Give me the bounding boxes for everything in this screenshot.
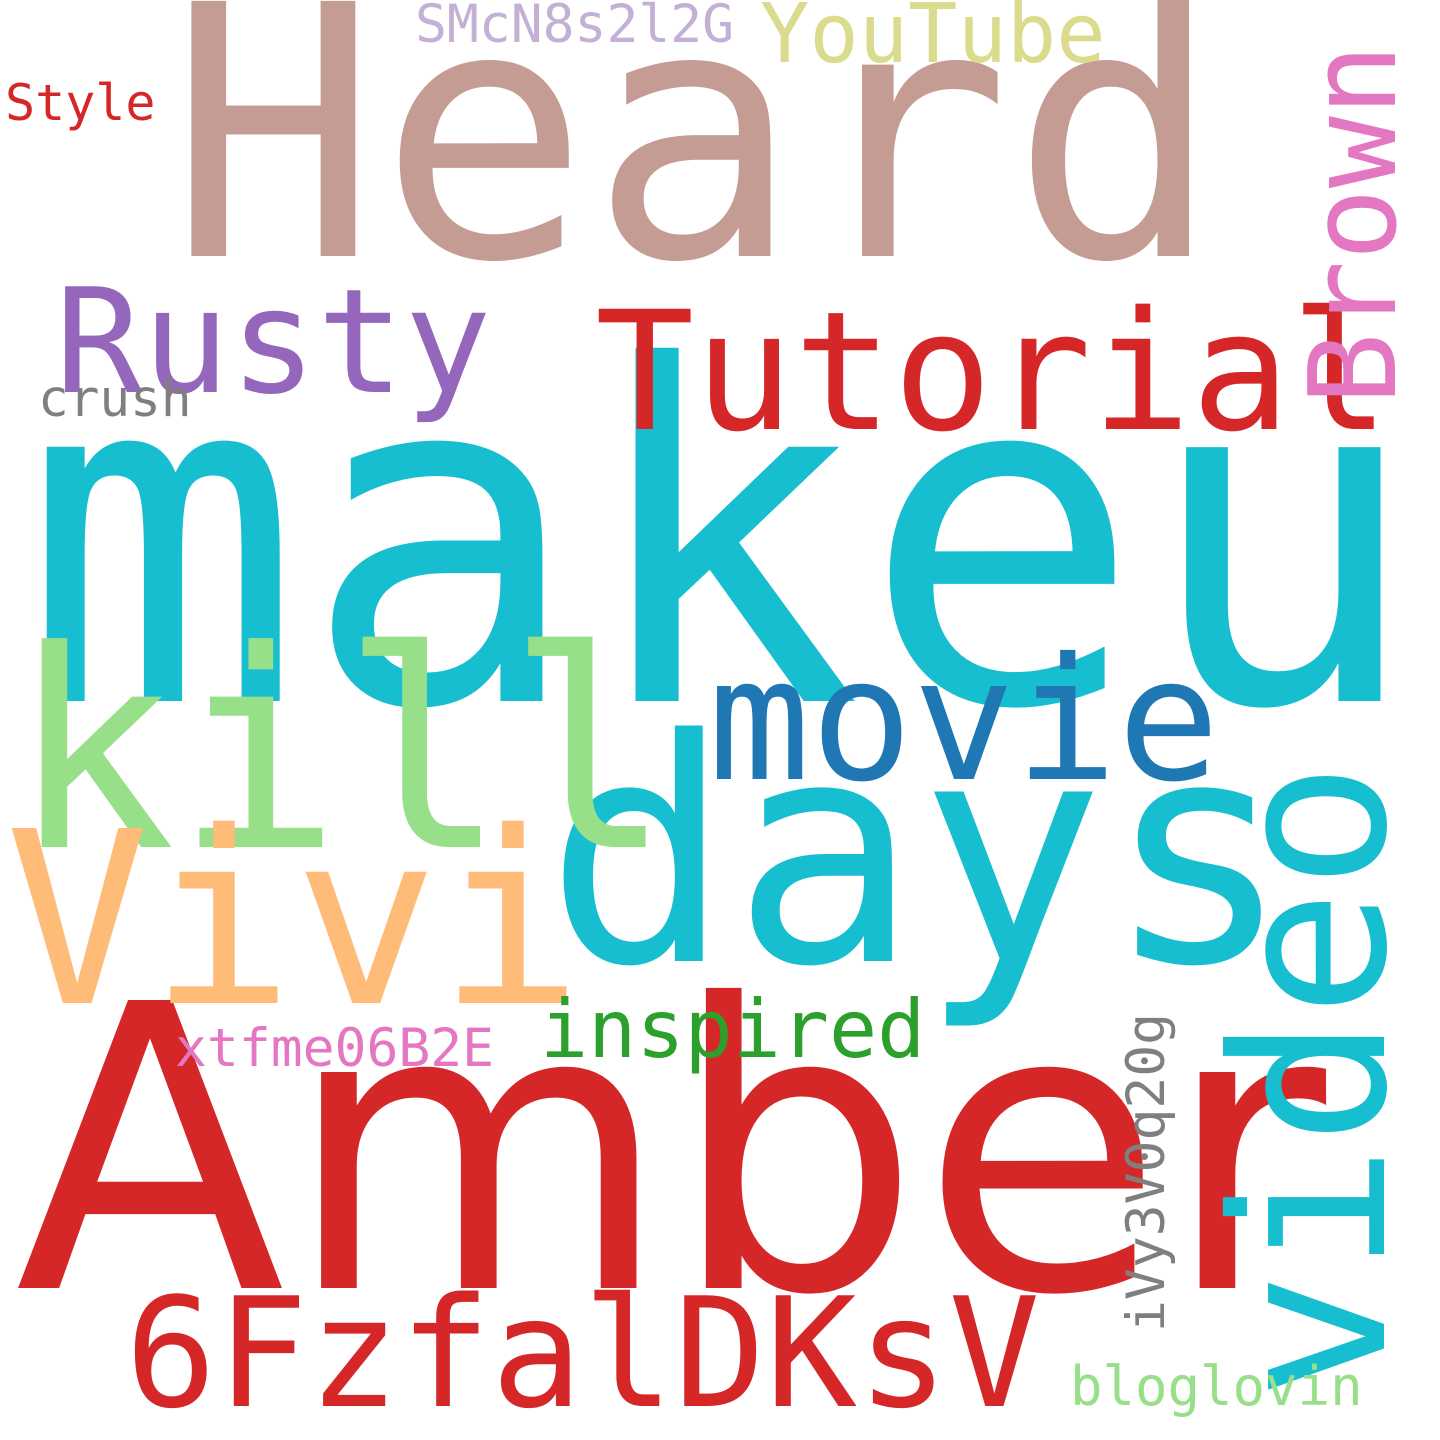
word-kill: kill [10,592,673,912]
word-crush: crush [38,370,192,429]
word-ivy3v0q20g: iVy3V0q20g [1116,1012,1177,1332]
word-video: video [1187,761,1434,1400]
word-rusty: Rusty [55,258,492,427]
word-smcn8s2l2g: SMcN8s2l2G [415,0,735,55]
word-vivi: Vivi [5,780,583,1060]
word-style: Style [5,74,156,132]
word-bloglovin: bloglovin [1070,1355,1363,1418]
word-amber: Amber [15,922,1327,1382]
word-inspired: inspired [540,983,926,1076]
word-heard: Heard [168,0,1222,339]
word-days: days [545,674,1292,1035]
word-xtfme06b2e: xtfme06B2E [175,1018,495,1079]
word-6fzfaldksv: 6FzfalDKsV [125,1265,1041,1440]
word-makeup: makeup [22,269,1440,811]
word-brown: Brown [1285,43,1424,405]
word-youtube: YouTube [760,0,1106,82]
word-tutorial: Tutorial [595,276,1390,468]
word-movie: movie [708,622,1220,820]
